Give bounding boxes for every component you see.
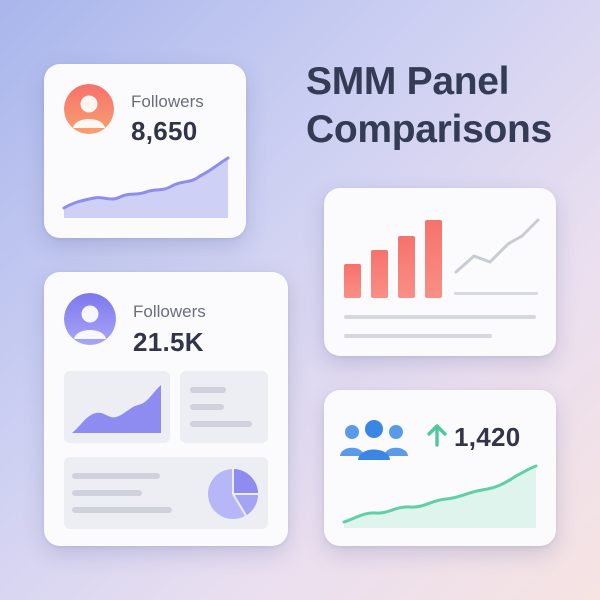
trend-line-chart: [454, 218, 540, 274]
page-title: SMM Panel Comparisons: [306, 58, 552, 154]
text-line: [72, 490, 142, 496]
bar-line-chart-card: [324, 188, 556, 356]
followers-card-large: Followers 21.5K: [44, 272, 288, 546]
followers-count: 21.5K: [133, 327, 204, 357]
text-line: [344, 315, 536, 319]
user-avatar-icon: [64, 293, 116, 345]
summary-panel: [64, 457, 268, 529]
users-group-icon: [340, 420, 408, 460]
bar: [425, 220, 442, 298]
followers-count: 8,650: [131, 116, 198, 146]
text-lines-panel: [180, 371, 268, 443]
growth-count: 1,420: [454, 422, 521, 452]
followers-area-chart: [62, 156, 230, 218]
arrow-up-icon: [427, 424, 447, 447]
title-line-1: SMM Panel: [306, 60, 510, 103]
text-line: [344, 334, 492, 338]
user-avatar-icon: [64, 84, 114, 134]
bar: [344, 264, 361, 298]
followers-label: Followers: [133, 302, 206, 321]
text-line: [190, 404, 224, 410]
growth-area-chart: [342, 464, 538, 528]
text-line: [72, 473, 160, 479]
bar-chart: [344, 220, 442, 298]
bar: [398, 236, 415, 298]
area-chart: [72, 385, 161, 433]
followers-label: Followers: [131, 92, 204, 111]
growth-card: 1,420: [324, 390, 556, 546]
area-chart-panel: [64, 371, 170, 443]
text-line: [190, 387, 226, 393]
text-line: [72, 507, 172, 513]
followers-card-small: Followers 8,650: [44, 64, 246, 238]
axis-line: [454, 292, 538, 295]
pie-chart: [208, 469, 259, 519]
title-line-2: Comparisons: [306, 108, 552, 151]
text-line: [190, 421, 252, 427]
bar: [371, 250, 388, 298]
